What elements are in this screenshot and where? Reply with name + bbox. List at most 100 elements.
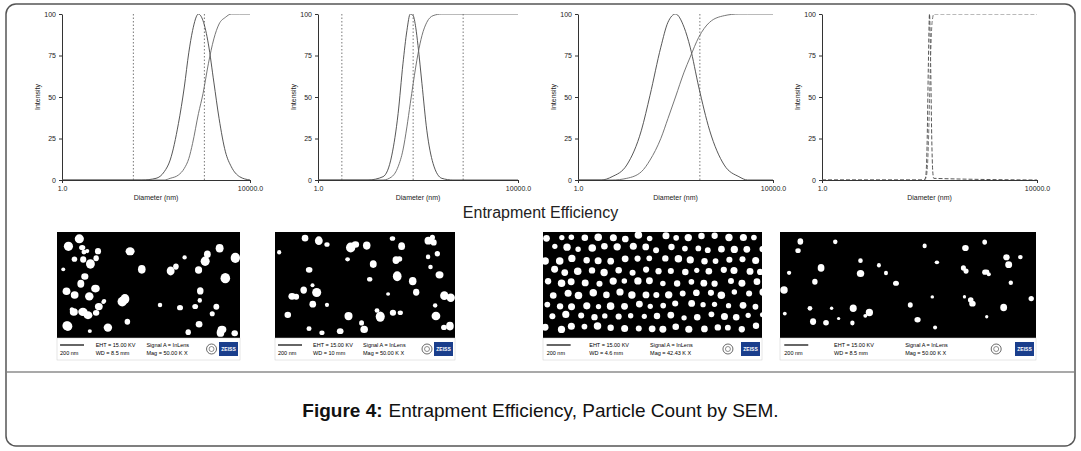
- tick: 10000.0: [506, 180, 531, 192]
- particle: [583, 257, 589, 263]
- sem-info: EHT = 15.00 KV: [589, 342, 629, 348]
- series-line: [318, 14, 518, 180]
- tick-mark: [315, 14, 318, 15]
- particle: [398, 310, 403, 315]
- tick: 50: [808, 94, 822, 101]
- particle: [63, 322, 72, 331]
- particle: [721, 267, 727, 273]
- tick-label: 10000.0: [1025, 185, 1050, 192]
- particle: [432, 312, 441, 321]
- particle: [681, 315, 686, 320]
- particle: [746, 313, 751, 318]
- particle: [660, 281, 666, 287]
- tick: 10000.0: [238, 180, 263, 192]
- x-axis: 1.010000.0: [574, 180, 787, 192]
- tick-label: 1.0: [314, 185, 324, 192]
- x-axis-title: Diameter (nm): [907, 194, 952, 202]
- particle: [668, 268, 674, 274]
- sem-info: Mag = 42.43 K X: [650, 350, 691, 356]
- tick-label: 25: [48, 135, 56, 142]
- particle: [120, 294, 129, 304]
- particle: [739, 256, 745, 262]
- particle: [559, 235, 564, 240]
- particle: [558, 279, 565, 286]
- particle: [556, 257, 564, 265]
- particle: [933, 325, 937, 329]
- particle: [80, 256, 86, 263]
- particle: [72, 257, 78, 262]
- caption-text: Entrapment Efficiency, Particle Count by…: [389, 400, 779, 421]
- institute-logo: [422, 344, 432, 354]
- particle: [367, 277, 372, 282]
- brand-logo: [741, 342, 760, 356]
- particle: [642, 314, 647, 319]
- caption-rule: [7, 371, 1074, 372]
- particle: [733, 314, 740, 321]
- particle: [337, 328, 344, 334]
- axis-line: [823, 180, 1038, 181]
- particle: [568, 303, 575, 310]
- particle: [167, 267, 175, 276]
- tick-label: 1.0: [58, 185, 68, 192]
- sem-info: Signal A = InLens: [363, 342, 406, 348]
- sem-image: 200 nmEHT = 15.00 KVWD = 10 mmSignal A =…: [275, 232, 455, 360]
- particle: [575, 292, 583, 300]
- particle: [79, 245, 85, 250]
- particle: [709, 311, 715, 317]
- sem-image: 200 nmEHT = 15.00 KVWD = 8.5 mmSignal A …: [57, 232, 240, 360]
- particle: [126, 247, 135, 255]
- particle: [568, 278, 575, 285]
- particle: [64, 242, 73, 251]
- particle: [662, 255, 668, 261]
- particle: [595, 257, 602, 264]
- figure-frame: [6, 4, 1075, 446]
- series-line: [62, 14, 250, 180]
- particle: [565, 290, 572, 297]
- particle: [754, 278, 761, 285]
- chart: 1.010000.00255075100Diameter (nm)Intensi…: [794, 11, 1050, 202]
- particle: [77, 280, 84, 288]
- particle: [753, 304, 759, 310]
- particle: [545, 278, 551, 284]
- tick-mark: [315, 180, 318, 181]
- particle: [725, 234, 732, 241]
- particle: [396, 256, 402, 262]
- tick-mark: [819, 97, 822, 98]
- scale-bar-label: 200 nm: [60, 350, 79, 356]
- particle: [628, 291, 635, 298]
- y-axis: 0255075100: [560, 11, 578, 184]
- particle: [877, 263, 881, 267]
- axis-line: [578, 15, 579, 181]
- chart: 1.010000.00255075100Diameter (nm)Intensi…: [550, 11, 786, 202]
- particle: [738, 280, 745, 287]
- axis-line: [62, 15, 63, 181]
- particle: [319, 330, 324, 335]
- particles: [543, 232, 762, 333]
- tick-mark: [518, 180, 519, 183]
- sem-info: Signal A = InLens: [146, 342, 189, 348]
- particle: [968, 297, 974, 303]
- tick-label: 75: [304, 52, 312, 59]
- particle: [963, 295, 966, 299]
- particle: [607, 258, 614, 265]
- tick-label: 0: [52, 177, 56, 184]
- particle: [568, 323, 575, 330]
- particle: [830, 306, 833, 310]
- particle: [850, 320, 854, 325]
- tick-mark: [315, 97, 318, 98]
- axis-line: [318, 15, 319, 181]
- tick-label: 50: [304, 94, 312, 101]
- particle: [646, 277, 653, 284]
- particle: [182, 255, 186, 259]
- tick: 100: [44, 11, 62, 18]
- particle: [306, 267, 313, 273]
- particle: [646, 256, 652, 262]
- particle: [642, 244, 649, 251]
- particle: [376, 311, 385, 321]
- particle: [288, 293, 295, 300]
- particle: [753, 323, 759, 329]
- tick: 0: [52, 177, 62, 184]
- particle: [795, 248, 800, 253]
- particle: [363, 241, 371, 249]
- axis-line: [319, 180, 519, 181]
